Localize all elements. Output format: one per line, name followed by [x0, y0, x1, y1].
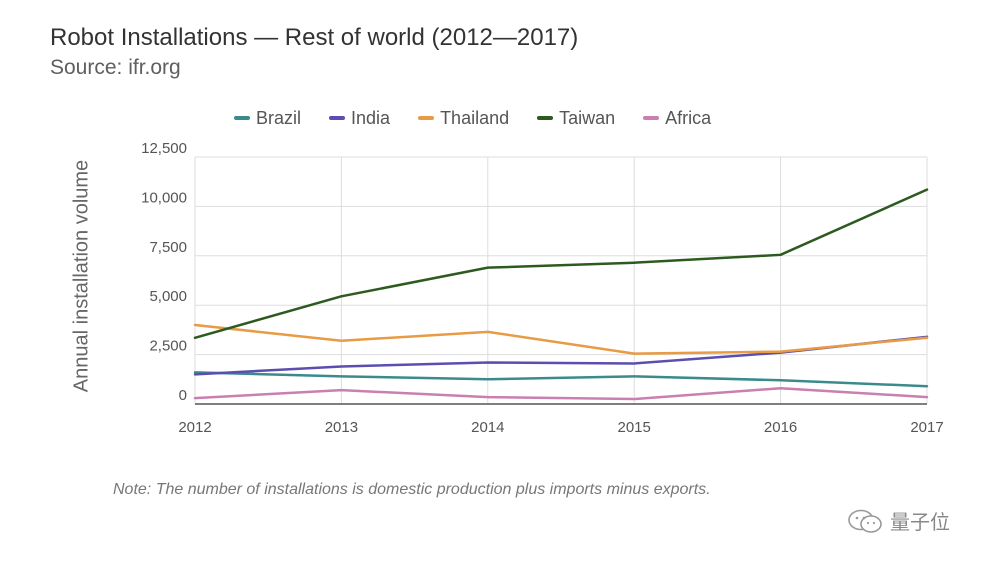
legend-label: Africa — [665, 107, 712, 128]
series-line-taiwan — [193, 188, 929, 340]
watermark: 量子位 — [846, 506, 950, 535]
series-line-thailand — [193, 323, 929, 355]
legend-swatch — [537, 116, 554, 120]
chart-note: Note: The number of installations is dom… — [113, 481, 711, 498]
y-tick-label: 7,500 — [149, 239, 187, 256]
chart-subtitle: Source: ifr.org — [50, 56, 181, 79]
x-tick-label: 2016 — [764, 419, 797, 436]
y-tick-label: 5,000 — [149, 288, 187, 305]
watermark-text: 量子位 — [890, 512, 950, 534]
legend-item-africa: Africa — [643, 108, 711, 129]
legend-item-india: India — [329, 108, 390, 129]
legend-item-thailand: Thailand — [418, 108, 509, 129]
legend-label: Taiwan — [559, 107, 616, 128]
x-tick-label: 2012 — [178, 419, 211, 436]
x-tick-label: 2017 — [910, 419, 943, 436]
legend-item-taiwan: Taiwan — [537, 108, 615, 129]
chart-legend: Brazil India Thailand Taiwan Africa — [234, 106, 711, 130]
y-tick-label: 10,000 — [141, 189, 187, 206]
y-tick-label: 12,500 — [141, 140, 187, 157]
x-tick-label: 2013 — [325, 419, 358, 436]
wechat-icon — [848, 509, 882, 533]
x-tick-label: 2015 — [618, 419, 651, 436]
legend-label: Thailand — [440, 107, 510, 128]
legend-label: Brazil — [256, 107, 302, 128]
legend-swatch — [234, 116, 250, 120]
y-tick-label: 2,500 — [149, 338, 187, 355]
series-line-brazil — [193, 371, 929, 388]
legend-label: India — [351, 107, 391, 128]
series-line-africa — [193, 386, 929, 401]
legend-swatch — [418, 116, 435, 120]
legend-item-brazil: Brazil — [234, 108, 301, 129]
legend-swatch — [329, 116, 346, 120]
y-tick-label: 0 — [179, 387, 187, 404]
x-tick-label: 2014 — [471, 419, 504, 436]
chart-title: Robot Installations — Rest of world (201… — [50, 24, 579, 51]
legend-swatch — [643, 116, 660, 120]
